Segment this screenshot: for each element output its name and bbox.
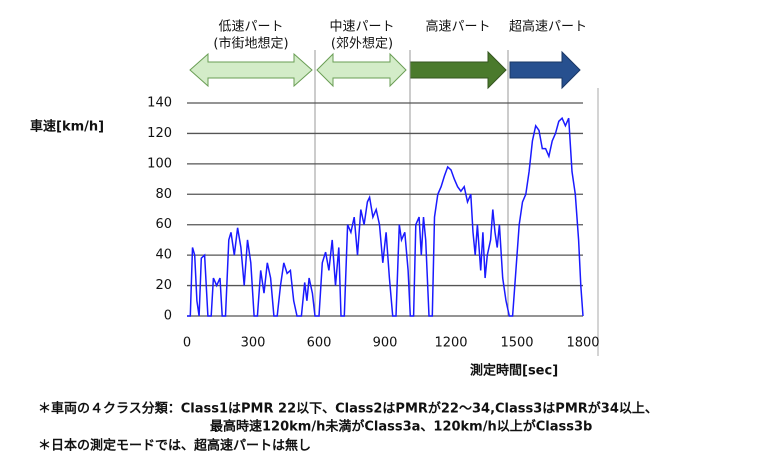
x-tick-label: 300 — [241, 336, 266, 351]
y-tick-label: 40 — [155, 248, 172, 263]
x-tick-label: 1800 — [566, 336, 599, 351]
note: 最高時速120km/h未満がClass3a、120km/h以上がClass3b — [210, 419, 592, 435]
y-tick-label: 60 — [155, 217, 172, 232]
y-tick-label: 80 — [155, 187, 172, 202]
phase-label: 中速パート — [329, 20, 394, 35]
phase-sublabel: (郊外想定) — [331, 36, 393, 52]
y-axis-title: 車速[km/h] — [30, 119, 104, 135]
x-axis-title: 測定時間[sec] — [470, 363, 558, 379]
x-tick-label: 1200 — [434, 336, 467, 351]
x-tick-label: 600 — [307, 336, 332, 351]
x-tick-label: 900 — [373, 336, 398, 351]
y-tick-label: 120 — [147, 126, 172, 141]
phase-label: 高速パート — [425, 19, 490, 35]
phase-arrow — [316, 52, 407, 88]
phase-arrow — [189, 52, 313, 88]
phase-arrow — [509, 50, 581, 90]
x-tick-label: 1500 — [500, 336, 533, 351]
phase-sublabel: (市街地想定) — [213, 36, 288, 52]
phase-arrow — [409, 50, 507, 90]
y-tick-label: 100 — [147, 156, 172, 171]
y-tick-label: 140 — [147, 96, 172, 111]
speed-line — [187, 116, 584, 317]
x-tick-label: 0 — [183, 336, 191, 351]
y-tick-label: 0 — [164, 309, 172, 324]
phase-label: 低速パート — [218, 20, 283, 35]
note: ＊日本の測定モードでは、超高速パートは無し — [38, 438, 311, 454]
phase-label: 超高速パート — [509, 19, 587, 35]
note: ＊車両の４クラス分類：Class1はPMR 22以下、Class2はPMRが22… — [38, 401, 658, 417]
y-tick-label: 20 — [155, 278, 172, 293]
